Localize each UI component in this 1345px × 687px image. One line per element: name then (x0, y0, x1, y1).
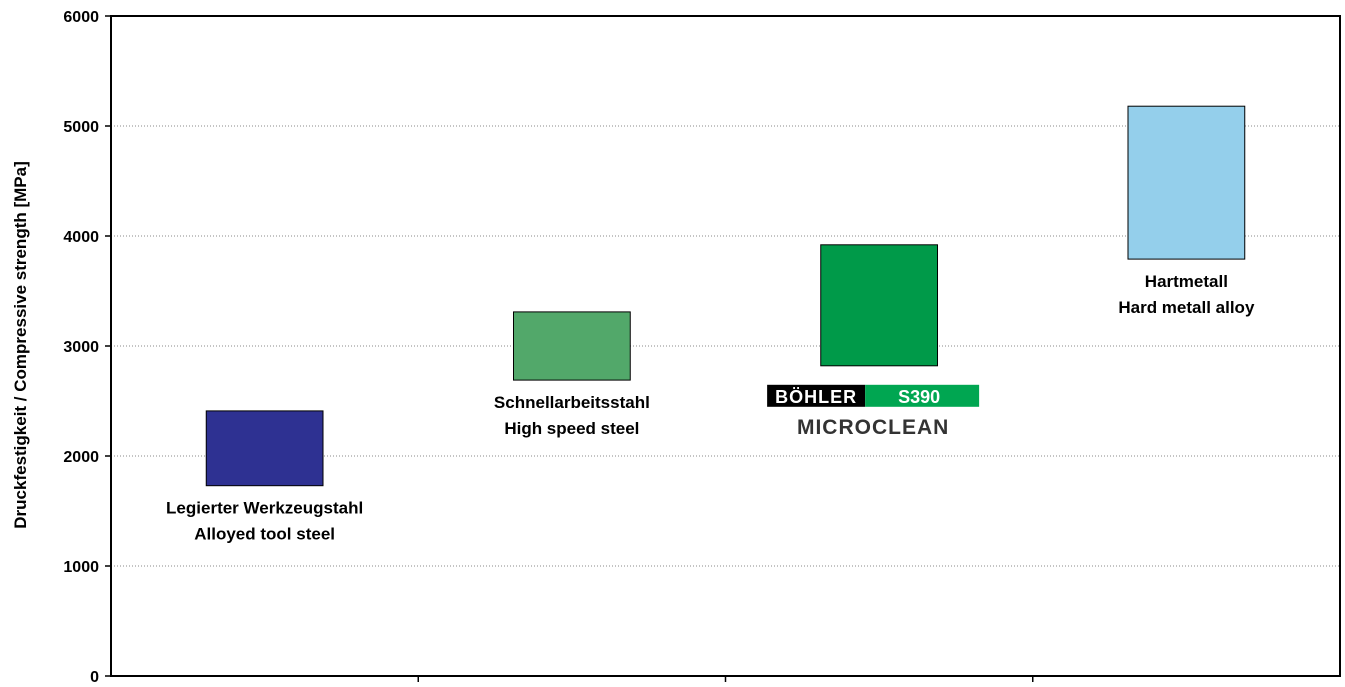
bohler-s390-microclean-logo: BÖHLER S390 MICROCLEAN (767, 384, 980, 439)
logo-brand-text: BÖHLER (775, 387, 857, 407)
range-bar (1127, 105, 1246, 260)
logo-grade-background (865, 384, 980, 407)
y-tick-label: 5000 (63, 119, 99, 136)
y-axis-ticks: 0 1000 2000 3000 4000 5000 6000 (63, 9, 111, 686)
logo-tagline-text: MICROCLEAN (797, 416, 949, 439)
y-tick-label: 2000 (63, 449, 99, 466)
category-label: Alloyed tool steel (194, 525, 335, 544)
category-label: Schnellarbeitsstahl (494, 393, 650, 412)
range-bar (205, 410, 324, 487)
y-tick-label: 0 (90, 669, 99, 686)
category-label: Hard metall alloy (1118, 298, 1255, 317)
logo-grade-text: S390 (898, 387, 940, 407)
logo-brand-background (767, 384, 866, 407)
range-bar (820, 244, 939, 367)
y-tick-label: 4000 (63, 229, 99, 246)
y-tick-label: 3000 (63, 339, 99, 356)
bars (205, 105, 1246, 487)
category-label: Hartmetall (1145, 272, 1228, 291)
y-axis-title: Druckfestigkeit / Compressive strength [… (11, 161, 30, 528)
category-label: High speed steel (504, 419, 639, 438)
y-tick-label: 6000 (63, 9, 99, 26)
y-tick-label: 1000 (63, 559, 99, 576)
range-bar (512, 311, 631, 381)
category-label: Legierter Werkzeugstahl (166, 499, 363, 518)
category-labels: Legierter Werkzeugstahl Alloyed tool stee… (166, 272, 1255, 544)
